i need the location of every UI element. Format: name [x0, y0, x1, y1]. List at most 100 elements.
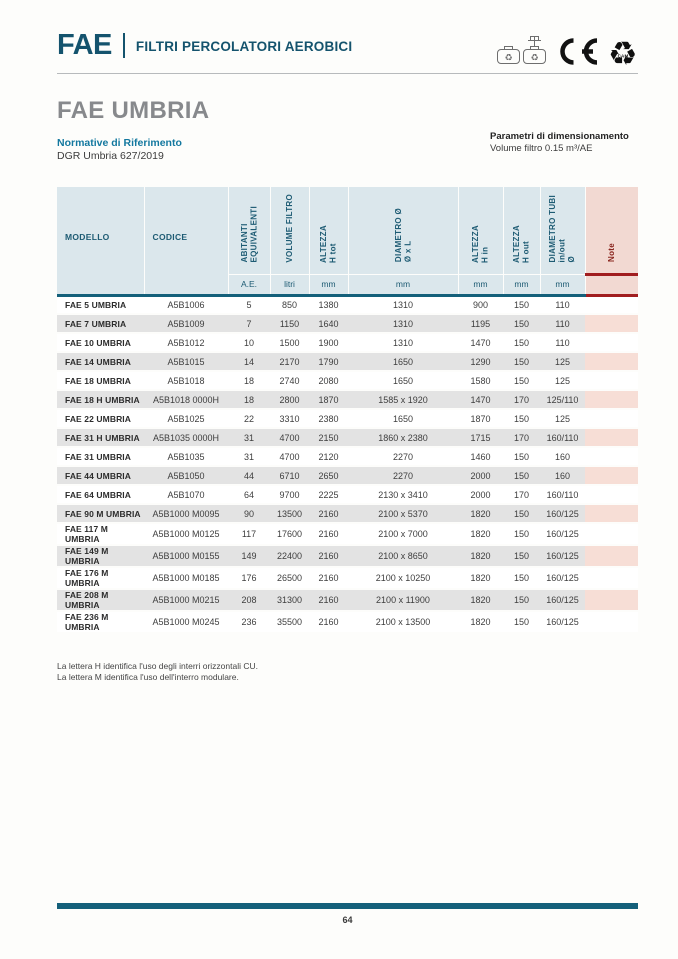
altezza-tot-cell: 1900 [309, 333, 348, 353]
model-cell: FAE 22 UMBRIA [57, 409, 144, 429]
volume-cell: 31300 [270, 589, 309, 612]
altezza-in-cell: 1195 [458, 314, 503, 334]
diametro-cell: 1860 x 2380 [348, 428, 458, 448]
altezza-tot-cell: 2160 [309, 589, 348, 612]
codice-cell: A5B1000 M0155 [144, 545, 228, 568]
note-cell [585, 371, 638, 391]
model-cell: FAE 10 UMBRIA [57, 333, 144, 353]
altezza-in-cell: 1820 [458, 567, 503, 590]
table-row: FAE 117 M UMBRIA A5B1000 M0125 117 17600… [57, 523, 638, 546]
col-header-note: Note [584, 187, 638, 276]
altezza-out-cell: 150 [503, 371, 540, 391]
altezza-tot-cell: 1380 [309, 295, 348, 315]
diametro-tubi-cell: 125 [540, 409, 585, 429]
col-header-codice: CODICE [143, 187, 228, 297]
table-header: MODELLO CODICE ABITANTI EQUIVALENTI VOLU… [57, 187, 638, 297]
abitanti-cell: 236 [228, 611, 270, 634]
altezza-in-cell: 1580 [458, 371, 503, 391]
altezza-tot-cell: 2080 [309, 371, 348, 391]
table-row: FAE 18 UMBRIA A5B1018 18 2740 2080 1650 … [57, 371, 638, 391]
altezza-out-cell: 150 [503, 523, 540, 546]
diametro-tubi-cell: 160/125 [540, 523, 585, 546]
diametro-tubi-cell: 160/110 [540, 428, 585, 448]
model-cell: FAE 149 M UMBRIA [57, 545, 144, 568]
volume-cell: 6710 [270, 466, 309, 486]
ce-mark-icon [557, 37, 599, 70]
altezza-out-cell: 150 [503, 504, 540, 524]
diametro-cell: 1650 [348, 352, 458, 372]
abitanti-cell: 22 [228, 409, 270, 429]
brand-subtitle: FILTRI PERCOLATORI AEROBICI [135, 39, 353, 54]
altezza-out-cell: 170 [503, 485, 540, 505]
altezza-out-cell: 150 [503, 447, 540, 467]
note-cell [585, 611, 638, 634]
altezza-tot-cell: 2160 [309, 567, 348, 590]
codice-cell: A5B1018 [144, 371, 228, 391]
diametro-cell: 2100 x 11900 [348, 589, 458, 612]
codice-cell: A5B1000 M0125 [144, 523, 228, 546]
altezza-out-cell: 150 [503, 611, 540, 634]
diametro-cell: 1585 x 1920 [348, 390, 458, 410]
altezza-out-cell: 150 [503, 295, 540, 315]
table-row: FAE 18 H UMBRIA A5B1018 0000H 18 2800 18… [57, 390, 638, 410]
abitanti-cell: 7 [228, 314, 270, 334]
abitanti-cell: 90 [228, 504, 270, 524]
altezza-in-cell: 1820 [458, 504, 503, 524]
volume-cell: 4700 [270, 428, 309, 448]
page-title: FAE UMBRIA [57, 97, 210, 124]
table-row: FAE 10 UMBRIA A5B1012 10 1500 1900 1310 … [57, 333, 638, 353]
brand-header: FAE FILTRI PERCOLATORI AEROBICI [57, 30, 352, 60]
svg-text:♻: ♻ [530, 54, 538, 64]
note-cell [585, 409, 638, 429]
col-header-diametro: DIAMETRO Ø Ø x L [347, 187, 458, 274]
volume-cell: 9700 [270, 485, 309, 505]
codice-cell: A5B1000 M0095 [144, 504, 228, 524]
table-row: FAE 64 UMBRIA A5B1070 64 9700 2225 2130 … [57, 485, 638, 505]
note-cell [585, 428, 638, 448]
diametro-tubi-cell: 160/125 [540, 611, 585, 634]
model-cell: FAE 176 M UMBRIA [57, 567, 144, 590]
model-cell: FAE 31 H UMBRIA [57, 428, 144, 448]
note-cell [585, 589, 638, 612]
reference-block: Normative di Riferimento DGR Umbria 627/… [57, 137, 182, 163]
header-divider [57, 73, 638, 74]
altezza-tot-cell: 1640 [309, 314, 348, 334]
codice-cell: A5B1015 [144, 352, 228, 372]
unit-volume: litri [269, 273, 309, 297]
note-cell [585, 314, 638, 334]
codice-cell: A5B1000 M0245 [144, 611, 228, 634]
altezza-out-cell: 150 [503, 545, 540, 568]
col-header-diametro-tubi: DIAMETRO TUBI in/out Ø [539, 187, 585, 274]
codice-cell: A5B1035 0000H [144, 428, 228, 448]
note-cell [585, 523, 638, 546]
diametro-cell: 2270 [348, 447, 458, 467]
table-footnotes: La lettera H identifica l'uso degli inte… [57, 661, 258, 683]
volume-cell: 850 [270, 295, 309, 315]
altezza-out-cell: 150 [503, 314, 540, 334]
col-header-altezza-in: ALTEZZA H in [457, 187, 503, 274]
diametro-cell: 2270 [348, 466, 458, 486]
unit-note [584, 273, 638, 297]
note-cell [585, 485, 638, 505]
model-cell: FAE 18 UMBRIA [57, 371, 144, 391]
altezza-in-cell: 1460 [458, 447, 503, 467]
unit-diametro-tubi: mm [539, 273, 585, 297]
diametro-tubi-cell: 160/125 [540, 504, 585, 524]
altezza-in-cell: 1820 [458, 523, 503, 546]
table-body: FAE 5 UMBRIA A5B1006 5 850 1380 1310 900… [57, 295, 638, 634]
reference-value: DGR Umbria 627/2019 [57, 150, 164, 162]
altezza-in-cell: 1470 [458, 390, 503, 410]
abitanti-cell: 64 [228, 485, 270, 505]
model-cell: FAE 31 UMBRIA [57, 447, 144, 467]
altezza-tot-cell: 2160 [309, 545, 348, 568]
volume-cell: 17600 [270, 523, 309, 546]
volume-cell: 4700 [270, 447, 309, 467]
note-cell [585, 504, 638, 524]
table-row: FAE 90 M UMBRIA A5B1000 M0095 90 13500 2… [57, 504, 638, 524]
altezza-in-cell: 1715 [458, 428, 503, 448]
altezza-out-cell: 150 [503, 567, 540, 590]
parameters-label: Parametri di dimensionamento [490, 131, 629, 142]
volume-cell: 3310 [270, 409, 309, 429]
unit-altezza-out: mm [502, 273, 540, 297]
